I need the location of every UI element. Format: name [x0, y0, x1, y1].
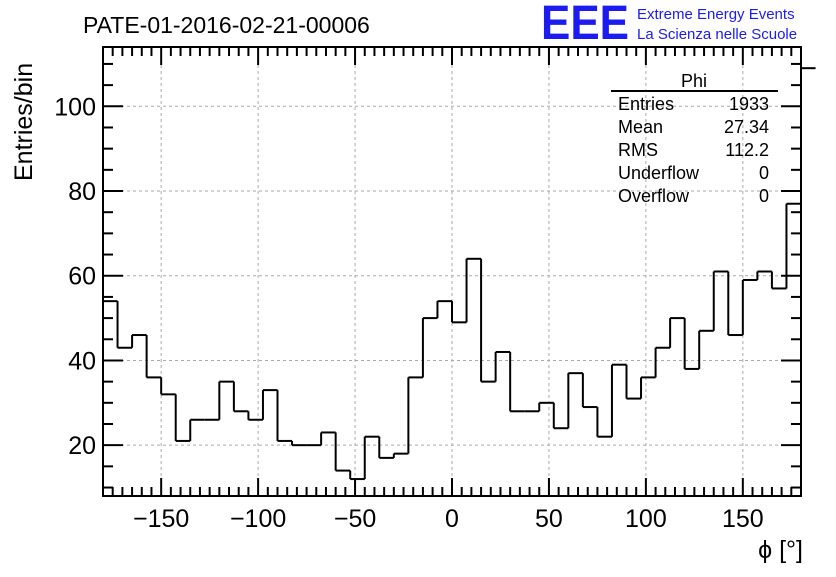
histogram-bin [567, 372, 583, 429]
histogram-bin [770, 271, 787, 290]
x-tick-label: 0 [445, 505, 459, 533]
histogram-bin [189, 418, 205, 441]
histogram-bin [451, 301, 467, 324]
y-tick-label: 40 [68, 347, 96, 375]
stats-value: 27.34 [724, 117, 769, 137]
histogram-bin [581, 373, 598, 409]
histogram-bin [276, 390, 293, 442]
stats-label: RMS [618, 140, 658, 160]
stats-label: Underflow [618, 163, 700, 183]
stats-title: Phi [681, 71, 707, 91]
histogram-bin [625, 364, 642, 400]
histogram-bin [683, 318, 700, 370]
histogram-bin [654, 346, 671, 378]
stats-box: Phi Entries 1933 Mean 27.34 RMS 112.2 Underflo… [611, 71, 778, 206]
x-tick-label: 100 [625, 505, 667, 533]
stats-row: Entries 1933 [618, 94, 769, 114]
histogram-bin [116, 301, 133, 349]
x-tick-label: 50 [535, 505, 563, 533]
x-axis-title: ϕ [°] [758, 536, 803, 564]
stats-row: Overflow 0 [618, 186, 769, 206]
histogram-bin [509, 351, 525, 413]
y-tick-label: 20 [68, 432, 96, 460]
histogram-bin [363, 435, 380, 480]
histogram-bin [465, 257, 482, 323]
histogram-bin [436, 300, 452, 319]
y-tick-label: 80 [68, 178, 96, 206]
histogram-bin [320, 431, 336, 446]
stats-value: 0 [759, 186, 769, 206]
histogram-bin [392, 452, 409, 458]
histogram-bin [261, 389, 278, 420]
histogram-bin [741, 278, 758, 336]
stats-value: 112.2 [725, 140, 769, 160]
y-tick-label: 60 [68, 263, 96, 291]
histogram-bin [480, 258, 496, 383]
stats-label: Overflow [618, 186, 690, 206]
eee-logo: EEE [541, 0, 629, 50]
histogram-bin [712, 270, 729, 331]
histogram-bin [145, 335, 162, 379]
histogram-bin [538, 401, 554, 412]
histogram-bin [610, 363, 627, 437]
histogram-bin [640, 376, 656, 399]
logo-line-2: La Scienza nelle Scuole [637, 26, 797, 43]
stats-row: Mean 27.34 [618, 117, 769, 137]
x-tick-label: 150 [722, 505, 764, 533]
histogram-bin [291, 440, 307, 447]
histogram-bin [698, 329, 714, 369]
histogram-bin [800, 67, 816, 204]
stats-value: 1933 [729, 94, 769, 114]
x-tick-label: −50 [334, 505, 376, 533]
histogram-bin [334, 432, 351, 472]
histogram-bin [218, 380, 234, 420]
y-tick-label: 100 [54, 93, 96, 121]
histogram-bin [727, 271, 743, 337]
histogram-bin [785, 202, 801, 289]
stats-row: RMS 112.2 [618, 140, 769, 160]
histogram-bin [247, 411, 263, 421]
y-axis-title: Entries/bin [10, 63, 38, 181]
histogram-bin [596, 407, 612, 438]
histogram-bin [552, 402, 569, 430]
stats-value: 0 [759, 163, 769, 183]
run-title: PATE-01-2016-02-21-00006 [83, 12, 370, 38]
stats-row: Underflow 0 [618, 163, 769, 183]
x-tick-label: −150 [133, 505, 189, 533]
histogram-bin [232, 381, 249, 413]
histogram-bin [756, 270, 772, 280]
stats-label: Entries [618, 94, 674, 114]
histogram-bin [174, 394, 191, 442]
logo-line-1: Extreme Energy Events [637, 6, 795, 23]
x-tick-label: −100 [230, 505, 286, 533]
histogram-bin [421, 317, 438, 378]
histogram-bin [160, 377, 176, 396]
histogram-bin [494, 350, 511, 382]
histogram-bin [407, 376, 423, 454]
histogram-bin [349, 470, 365, 481]
histogram-bin [378, 436, 394, 459]
histogram-bin [669, 317, 685, 348]
stats-label: Mean [618, 117, 663, 137]
histogram-bin [131, 334, 147, 348]
